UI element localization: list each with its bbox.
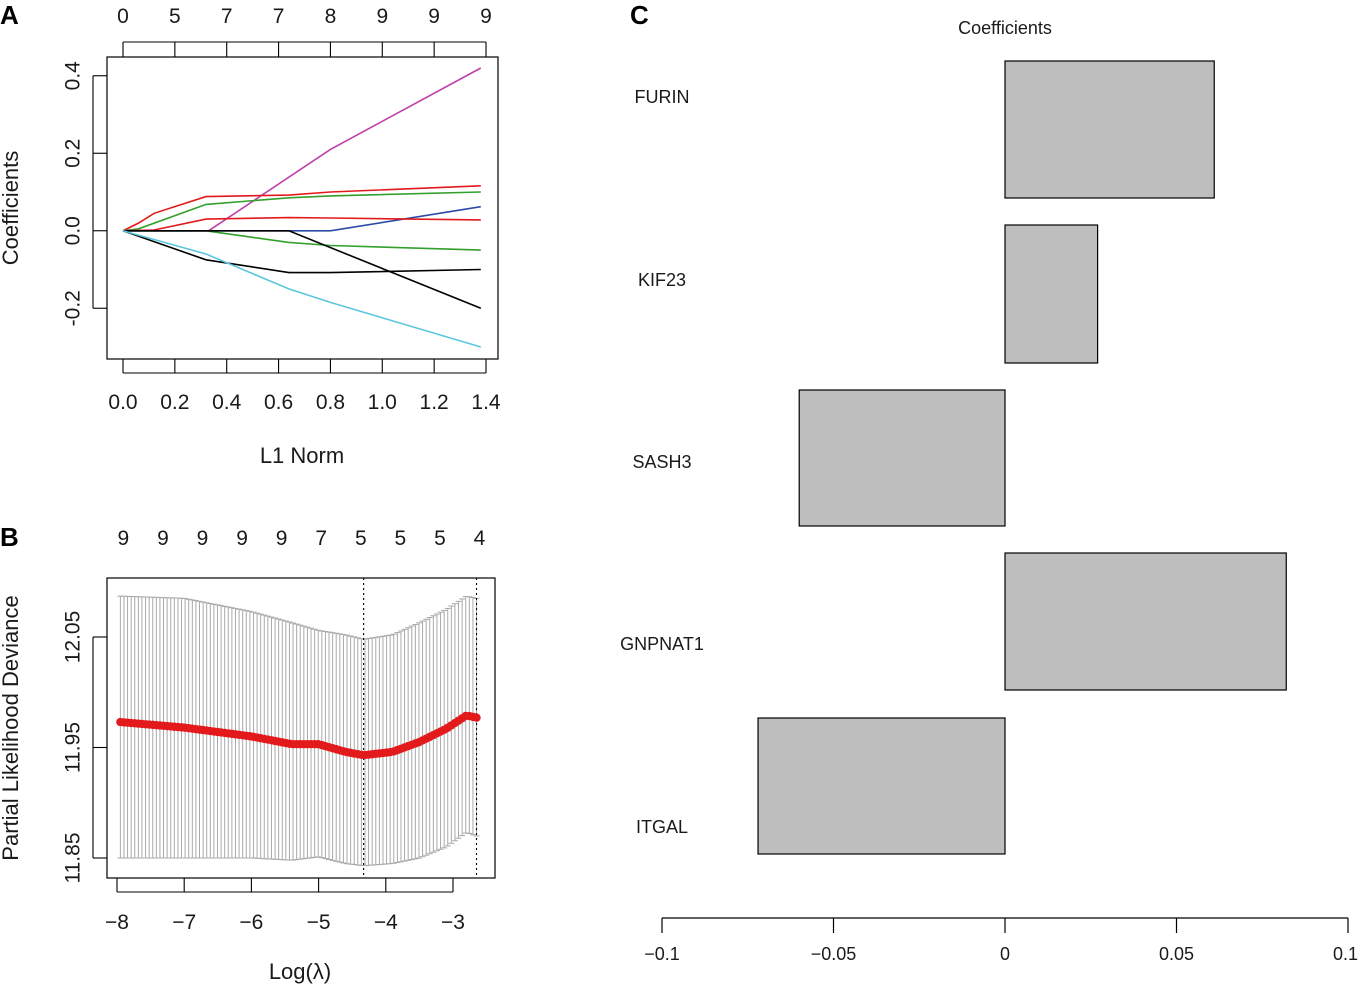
panel-a-series-line-red-2 bbox=[122, 216, 481, 232]
panel-a-y-tick-label: 0.2 bbox=[62, 139, 85, 168]
panel-c-bar-gnpnat1 bbox=[1004, 552, 1287, 691]
panel-b-top-tick-label: 9 bbox=[118, 527, 130, 550]
panel-a-x-tick-label: 0.6 bbox=[264, 391, 293, 414]
panel-b-top-tick-label: 9 bbox=[276, 527, 288, 550]
panel-b-x-tick-label: −8 bbox=[105, 911, 129, 934]
panel-a-series-line-black-1 bbox=[122, 230, 481, 274]
panel-b-top-tick-label: 5 bbox=[434, 527, 446, 550]
panel-a-top-axis: 0 5 7 7 8 9 9 9 bbox=[117, 5, 492, 57]
panel-a-x-tick-label: 0.2 bbox=[160, 391, 189, 414]
panel-a-series-line-green-2 bbox=[123, 230, 481, 251]
panel-c-x-tick-label: 0 bbox=[1000, 944, 1010, 964]
panel-c-x-tick-label: −0.1 bbox=[644, 944, 680, 964]
panel-c-category-label: SASH3 bbox=[632, 452, 691, 472]
panel-a-top-tick-label: 7 bbox=[221, 5, 233, 28]
panel-a-x-axis: 0.0 0.2 0.4 0.6 0.8 1.0 1.2 1.4 bbox=[108, 359, 501, 414]
panel-a-series-line-red-1 bbox=[122, 185, 481, 232]
panel-a-top-tick-label: 9 bbox=[376, 5, 388, 28]
panel-a-top-tick-label: 5 bbox=[169, 5, 181, 28]
panel-b-top-tick-label: 9 bbox=[236, 527, 248, 550]
panel-c-chart: Coefficients FURIN KIF23 SASH3 GNPNAT1 ITGAL… bbox=[620, 18, 1358, 964]
panel-b-y-label: Partial Likelihood Deviance bbox=[0, 595, 23, 860]
panel-a-top-tick-label: 0 bbox=[117, 5, 129, 28]
panel-c-bar-sash3 bbox=[798, 389, 1006, 527]
panel-b-top-tick-label: 9 bbox=[197, 527, 209, 550]
panel-b-top-axis: 9 9 9 9 9 7 5 5 5 4 bbox=[118, 527, 486, 550]
panel-a-top-tick-label: 8 bbox=[325, 5, 337, 28]
panel-a-y-axis: -0.2 0.0 0.2 0.4 bbox=[62, 61, 107, 326]
panel-a-top-tick-label: 7 bbox=[273, 5, 285, 28]
panel-b-x-tick-label: −4 bbox=[374, 911, 398, 934]
panel-a-top-tick-label: 9 bbox=[480, 5, 492, 28]
panel-b-x-tick-label: −3 bbox=[441, 911, 465, 934]
panel-b-x-tick-label: −5 bbox=[307, 911, 331, 934]
panel-c-x-tick-label: −0.05 bbox=[811, 944, 857, 964]
panel-a-y-tick-label: 0.4 bbox=[62, 61, 85, 91]
panel-c-bar-furin bbox=[1004, 60, 1215, 199]
panel-b-y-axis: 11.85 11.95 12.05 bbox=[62, 611, 107, 884]
panel-b-x-tick-label: −6 bbox=[239, 911, 263, 934]
panel-c-category-label: FURIN bbox=[635, 87, 690, 107]
panel-b-points bbox=[116, 711, 481, 760]
panel-a-x-tick-label: 0.8 bbox=[316, 391, 345, 414]
panel-b-top-tick-label: 5 bbox=[355, 527, 367, 550]
panel-b-x-axis: −8 −7 −6 −5 −4 −3 bbox=[105, 878, 465, 934]
panel-a-x-tick-label: 0.0 bbox=[108, 391, 137, 414]
panel-b-errorbars bbox=[117, 595, 480, 867]
panel-c-category-labels: FURIN KIF23 SASH3 GNPNAT1 ITGAL bbox=[620, 87, 704, 837]
panel-c-bar-itgal bbox=[757, 717, 1006, 855]
panel-b-top-tick-label: 9 bbox=[157, 527, 169, 550]
panel-b-lambda-lines bbox=[363, 578, 478, 878]
panel-a-plot-frame bbox=[106, 56, 499, 360]
panel-b-x-label: Log(λ) bbox=[269, 959, 331, 984]
panel-b-top-tick-label: 5 bbox=[395, 527, 407, 550]
panel-a-y-label: Coefficients bbox=[0, 151, 23, 266]
panel-b-top-tick-label: 4 bbox=[474, 527, 486, 550]
panel-c-category-label: KIF23 bbox=[638, 270, 686, 290]
panel-c-x-tick-label: 0.1 bbox=[1333, 944, 1358, 964]
panel-b-top-tick-label: 7 bbox=[315, 527, 327, 550]
panel-b-y-tick-label: 12.05 bbox=[62, 611, 85, 664]
panel-a-y-tick-label: -0.2 bbox=[62, 290, 85, 326]
panel-c-bar-kif23 bbox=[1004, 224, 1099, 364]
panel-a-chart: 0.0 0.2 0.4 0.6 0.8 1.0 1.2 1.4 -0.2 0.0 0.2 0.4 0… bbox=[0, 5, 501, 468]
panel-a-series-line-black-2 bbox=[123, 230, 482, 310]
panel-a-x-tick-label: 1.2 bbox=[420, 391, 449, 414]
panel-b-point bbox=[472, 713, 481, 722]
panel-a-x-tick-label: 1.4 bbox=[471, 391, 501, 414]
panel-b-x-tick-label: −7 bbox=[172, 911, 196, 934]
panel-c-title: Coefficients bbox=[958, 18, 1052, 38]
panel-c-x-axis: −0.1 −0.05 0 0.05 0.1 bbox=[644, 917, 1358, 964]
panel-b-y-tick-label: 11.95 bbox=[62, 722, 85, 773]
panel-a-series-group bbox=[122, 67, 482, 348]
panel-a-x-label: L1 Norm bbox=[260, 443, 344, 468]
panel-label-b: B bbox=[0, 522, 19, 552]
panel-c-category-label: ITGAL bbox=[636, 817, 688, 837]
panel-c-bars bbox=[757, 60, 1287, 855]
panel-label-a: A bbox=[0, 0, 19, 30]
panel-c-x-tick-label: 0.05 bbox=[1159, 944, 1194, 964]
panel-a-x-tick-label: 0.4 bbox=[212, 391, 242, 414]
panel-c-category-label: GNPNAT1 bbox=[620, 634, 704, 654]
panel-a-series-line-green-1 bbox=[122, 191, 481, 232]
panel-a-y-tick-label: 0.0 bbox=[62, 216, 85, 245]
panel-a-top-tick-label: 9 bbox=[428, 5, 440, 28]
panel-b-plot-frame bbox=[106, 577, 496, 879]
panel-a-series-line-cyan bbox=[122, 230, 482, 348]
panel-a-x-tick-label: 1.0 bbox=[368, 391, 397, 414]
panel-label-c: C bbox=[630, 0, 649, 30]
panel-b-y-tick-label: 11.85 bbox=[62, 833, 85, 884]
